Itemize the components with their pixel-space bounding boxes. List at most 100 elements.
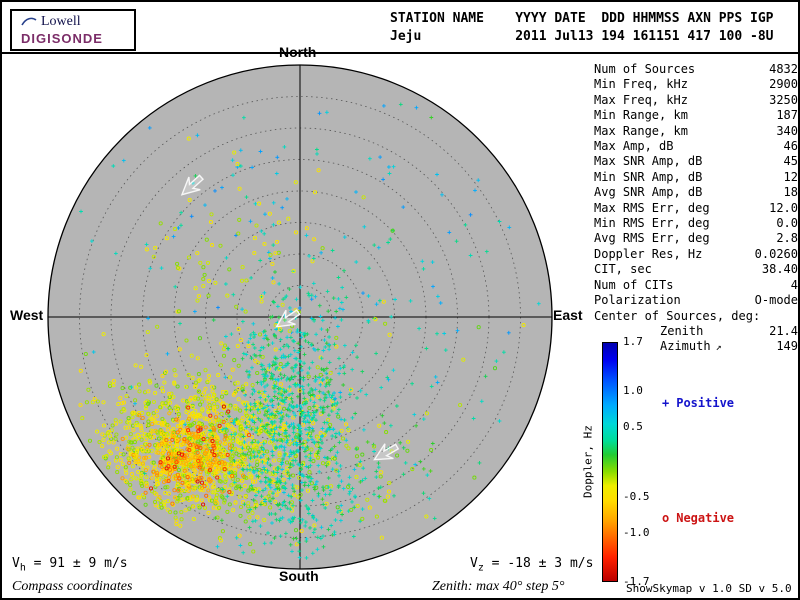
stat-row: Min Freq, kHz 2900 (594, 77, 798, 92)
stat-value: 38.40 (761, 262, 798, 277)
stat-row: Avg SNR Amp, dB 18 (594, 185, 798, 200)
stat-value: 3250 (769, 92, 798, 107)
colorbar-axis-label: Doppler, Hz (581, 425, 595, 498)
colorbar-tick: -1.7 (623, 575, 650, 588)
stat-value: 12.0 (769, 200, 798, 215)
stat-value: 340 (776, 123, 798, 138)
azimuth-direction-icon: ↗ (715, 342, 722, 354)
compass-label-east: East (553, 307, 583, 323)
vh-symbol: V (12, 556, 20, 571)
vertical-velocity-readout: Vz = -18 ± 3 m/s (470, 556, 593, 574)
stat-label: Min RMS Err, deg (594, 216, 710, 231)
stat-row: Azimuth ↗ 149 (594, 339, 798, 355)
negative-marker-icon: o (662, 511, 670, 525)
stat-label: Min SNR Amp, dB (594, 169, 703, 184)
stat-row: Min RMS Err, deg 0.0 (594, 216, 798, 231)
vz-value: = -18 ± 3 m/s (483, 556, 594, 571)
header-divider (2, 52, 798, 54)
stat-value: 12 (783, 169, 798, 184)
legend-negative: o Negative (662, 511, 734, 525)
stat-row: Max SNR Amp, dB 45 (594, 154, 798, 169)
colorbar-tick: 1.0 (623, 384, 643, 398)
stat-row: Num of CITs 4 (594, 278, 798, 293)
stat-value: 0.0260 (754, 246, 798, 261)
stat-label: Num of Sources (594, 62, 696, 76)
legend-negative-label: Negative (676, 511, 735, 525)
stat-value: 46 (783, 139, 798, 154)
stat-value: 149 (776, 339, 798, 354)
vz-subscript: z (477, 562, 484, 574)
stat-value: 187 (776, 108, 798, 123)
drift-arrows (180, 174, 400, 461)
stat-label: Max Freq, kHz (594, 92, 688, 107)
stat-row: Max RMS Err, deg 12.0 (594, 201, 798, 216)
vh-subscript: h (19, 562, 26, 574)
crosshair-axes (48, 65, 552, 569)
stat-label: CIT, sec (594, 262, 652, 277)
stat-row: Zenith 21.4 (594, 324, 798, 339)
stat-label: Avg RMS Err, deg (594, 231, 710, 246)
colorbar-tick: 0.5 (623, 419, 643, 433)
stat-row: Max Freq, kHz 3250 (594, 93, 798, 108)
stat-value: 2.8 (776, 231, 798, 246)
stats-panel: Num of Sources 4832 Min Freq, kHz 2900 Max F… (594, 62, 798, 356)
compass-label-south: South (279, 568, 319, 584)
compass-label-west: West (10, 307, 44, 323)
doppler-colorbar (602, 342, 618, 582)
stat-value: 0.0 (776, 216, 798, 231)
colorbar-tick: 1.7 (623, 335, 643, 348)
station-header: STATION NAME YYYY DATE DDD HHMMSS AXN PP… (390, 10, 774, 46)
logo-lowell-text: Lowell (41, 13, 81, 29)
stat-row: Min Range, km 187 (594, 108, 798, 123)
zenith-range-note: Zenith: max 40° step 5° (432, 579, 565, 594)
stat-row: Max Amp, dB 46 (594, 139, 798, 154)
stat-label: Max Range, km (594, 123, 688, 138)
stat-value: 18 (783, 185, 798, 200)
arrow-icon (180, 174, 204, 196)
stat-label: Avg SNR Amp, dB (594, 185, 703, 200)
colorbar-tick: -1.0 (623, 525, 650, 539)
stat-label: Zenith (660, 323, 704, 338)
stat-label: Num of CITs (594, 277, 674, 292)
logo: Lowell DIGISONDE (10, 9, 136, 51)
stat-label: Polarization (594, 293, 681, 308)
colorbar-tick: -0.5 (623, 490, 650, 504)
logo-digisonde-text: DIGISONDE (21, 31, 103, 46)
stat-label: Azimuth ↗ (660, 339, 722, 354)
stat-row: Doppler Res, Hz 0.0260 (594, 247, 798, 262)
stat-row: CIT, sec 38.40 (594, 262, 798, 277)
stat-row: Max Range, km 340 (594, 124, 798, 139)
arrow-icon (275, 309, 301, 328)
stat-value: 2900 (769, 77, 798, 92)
stat-value: 4 (790, 277, 798, 292)
stat-label: Doppler Res, Hz (594, 246, 703, 261)
software-version-credits: ShowSkymap v 1.0 SD v 5.0 (626, 582, 792, 595)
legend-positive: + Positive (662, 396, 734, 410)
stat-row: Polarization O-mode (594, 293, 798, 308)
legend-positive-label: Positive (676, 396, 735, 410)
stat-row: Min SNR Amp, dB 12 (594, 170, 798, 185)
vh-value: = 91 ± 9 m/s (25, 556, 128, 571)
lowell-swoosh-icon (21, 17, 37, 25)
stat-row: Avg RMS Err, deg 2.8 (594, 231, 798, 246)
stat-value: 4832 (769, 62, 798, 76)
stat-value: O-mode (754, 293, 798, 308)
vz-symbol: V (470, 556, 478, 571)
center-of-sources-header: Center of Sources, deg: (594, 308, 761, 323)
logo-top-row: Lowell (21, 14, 134, 29)
coordinates-note: Compass coordinates (12, 579, 133, 594)
compass-label-north: North (279, 44, 317, 60)
station-header-values: Jeju 2011 Jul13 194 161151 417 100 -8U (390, 29, 774, 44)
stat-label: Min Range, km (594, 108, 688, 123)
source-points (78, 102, 541, 560)
stat-value: 45 (783, 154, 798, 169)
arrow-icon (373, 443, 400, 461)
stat-row: Num of Sources 4832 (594, 62, 798, 77)
positive-marker-icon: + (662, 396, 670, 410)
stat-label: Max RMS Err, deg (594, 200, 710, 215)
station-header-labels: STATION NAME YYYY DATE DDD HHMMSS AXN PP… (390, 11, 774, 26)
stat-label: Max SNR Amp, dB (594, 154, 703, 169)
stat-label: Min Freq, kHz (594, 77, 688, 92)
